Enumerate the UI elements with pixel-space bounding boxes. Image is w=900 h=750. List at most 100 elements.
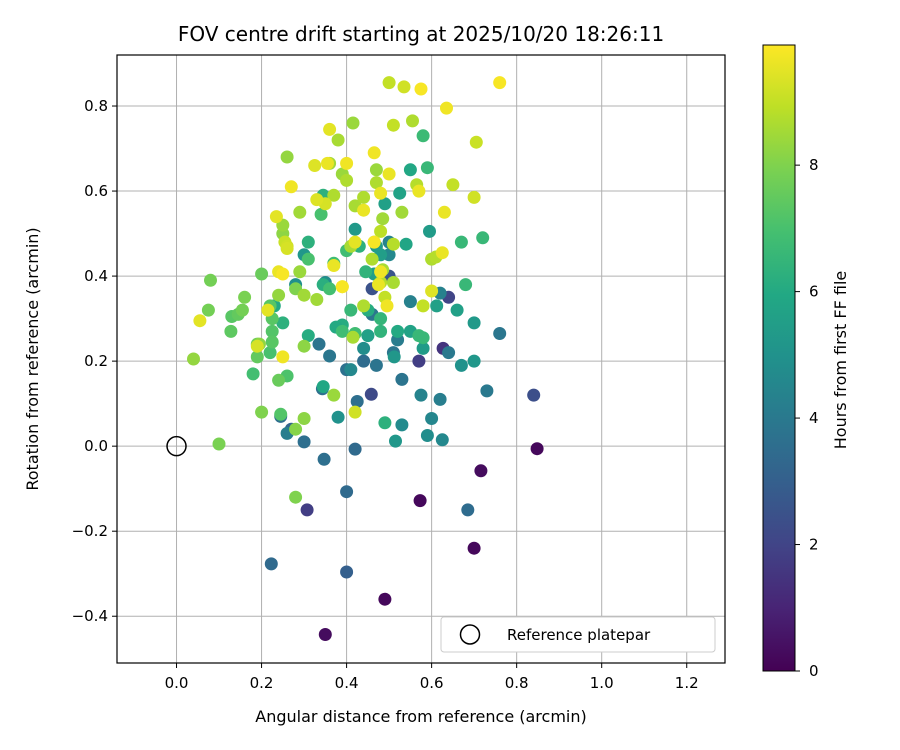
x-tick-label: 0.8 — [505, 674, 529, 692]
scatter-point — [382, 76, 396, 90]
colorbar-tick-label: 2 — [809, 536, 819, 554]
scatter-point — [450, 303, 464, 317]
scatter-point — [348, 222, 362, 236]
scatter-point — [331, 410, 345, 424]
scatter-point — [272, 373, 286, 387]
scatter-point — [374, 186, 388, 200]
scatter-point — [300, 503, 314, 517]
colorbar-frame — [762, 44, 796, 672]
scatter-point — [255, 405, 269, 419]
scatter-series — [187, 76, 544, 641]
legend-label: Reference platepar — [507, 626, 651, 644]
scatter-point — [272, 288, 286, 302]
scatter-point — [289, 422, 303, 436]
scatter-point — [395, 372, 409, 386]
scatter-point — [374, 312, 388, 326]
scatter-point — [416, 331, 430, 345]
scatter-point — [361, 329, 375, 343]
legend-box — [440, 616, 716, 653]
scatter-point — [420, 161, 434, 175]
scatter-point — [374, 224, 388, 238]
scatter-point — [340, 173, 354, 187]
scatter-point — [224, 324, 238, 338]
scatter-point — [414, 82, 428, 96]
scatter-point — [235, 303, 249, 317]
y-tick-label: 0.8 — [84, 97, 108, 115]
y-tick-label: −0.2 — [72, 522, 108, 540]
scatter-point — [386, 237, 400, 251]
scatter-point — [433, 392, 447, 406]
scatter-point — [331, 133, 345, 147]
scatter-point — [369, 358, 383, 372]
scatter-point — [454, 358, 468, 372]
x-tick-label: 0.6 — [420, 674, 444, 692]
scatter-point — [367, 146, 381, 160]
colorbar-gradient — [763, 45, 795, 671]
scatter-point — [212, 437, 226, 451]
scatter-point — [414, 388, 428, 402]
scatter-point — [430, 299, 444, 313]
scatter-point — [442, 346, 456, 360]
scatter-point — [480, 384, 494, 398]
scatter-point — [357, 341, 371, 355]
scatter-point — [395, 418, 409, 432]
scatter-point — [357, 354, 371, 368]
scatter-point — [276, 267, 290, 281]
legend-marker — [459, 624, 481, 645]
colorbar-tick-label: 4 — [809, 409, 819, 427]
scatter-point — [323, 282, 337, 296]
scatter-point — [274, 407, 288, 421]
scatter-point — [389, 434, 402, 448]
scatter-point — [297, 412, 311, 425]
scatter-point — [467, 541, 481, 555]
x-tick-label: 0.0 — [165, 674, 189, 692]
x-tick-label: 1.2 — [675, 674, 699, 692]
scatter-point — [474, 464, 488, 478]
scatter-point — [440, 101, 453, 115]
scatter-point — [297, 435, 311, 449]
scatter-point — [301, 329, 315, 343]
scatter-point — [416, 299, 430, 313]
scatter-point — [359, 265, 373, 279]
scatter-point — [378, 197, 392, 211]
scatter-point — [365, 252, 379, 266]
scatter-point — [395, 205, 409, 219]
scatter-point — [374, 324, 388, 338]
scatter-point — [386, 276, 400, 289]
scatter-point — [476, 231, 490, 245]
scatter-point — [293, 205, 307, 219]
scatter-point — [348, 442, 362, 456]
scatter-point — [369, 176, 383, 190]
scatter-point — [412, 184, 426, 198]
y-axis-ticks: −0.4 −0.2 0.0 0.2 0.4 0.6 0.8 — [72, 97, 117, 625]
scatter-point — [374, 265, 388, 279]
scatter-point — [204, 273, 217, 287]
scatter-point — [289, 490, 303, 504]
scatter-point — [493, 327, 507, 340]
scatter-point — [386, 118, 400, 132]
scatter-point — [399, 237, 413, 251]
scatter-point — [335, 324, 349, 338]
scatter-point — [378, 416, 392, 430]
scatter-point — [378, 592, 392, 606]
scatter-point — [380, 299, 394, 313]
x-tick-label: 1.0 — [590, 674, 614, 692]
scatter-point — [348, 405, 362, 419]
scatter-point — [403, 163, 417, 177]
scatter-point — [467, 316, 481, 330]
scatter-point — [435, 246, 449, 260]
scatter-point — [318, 628, 332, 641]
scatter-point — [261, 303, 275, 317]
scatter-point — [263, 346, 277, 360]
colorbar: 0 2 4 6 8 Hours from first FF file — [762, 44, 850, 680]
scatter-point — [344, 363, 358, 377]
scatter-point — [321, 156, 334, 170]
scatter-point — [340, 565, 354, 579]
scatter-point — [412, 354, 426, 368]
scatter-point — [348, 235, 362, 249]
scatter-point — [467, 190, 481, 204]
scatter-point — [357, 299, 371, 313]
scatter-point — [301, 252, 315, 266]
colorbar-tick-label: 8 — [809, 156, 819, 174]
